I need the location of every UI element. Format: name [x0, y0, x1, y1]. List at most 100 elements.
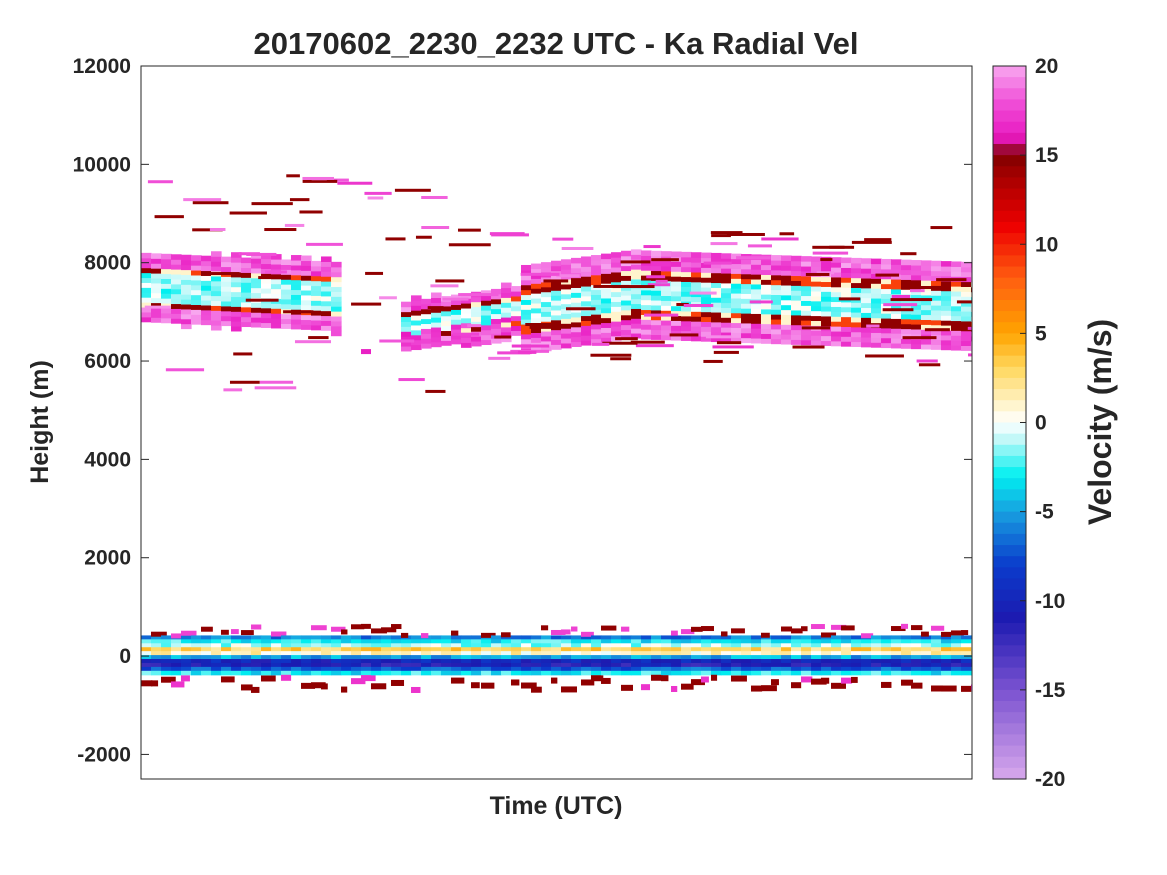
velocity-cell	[161, 293, 172, 299]
velocity-cell	[701, 296, 712, 303]
velocity-cell	[551, 329, 562, 336]
velocity-cell	[141, 287, 152, 293]
velocity-cell	[721, 336, 732, 343]
velocity-cell	[661, 651, 672, 656]
velocity-cell	[581, 659, 592, 664]
velocity-cell	[921, 265, 932, 271]
velocity-cell	[641, 635, 652, 640]
velocity-cell	[361, 623, 371, 629]
velocity-cell	[651, 647, 662, 652]
velocity-cell	[451, 655, 462, 660]
velocity-cell	[241, 277, 252, 283]
velocity-cell	[441, 666, 452, 672]
velocity-cell	[301, 304, 312, 311]
velocity-cell	[271, 308, 282, 314]
velocity-cell	[931, 304, 942, 311]
velocity-cell	[291, 299, 302, 305]
velocity-cell	[911, 274, 922, 281]
velocity-cell	[411, 670, 422, 676]
velocity-cell	[531, 278, 542, 284]
velocity-cell	[301, 666, 312, 672]
velocity-cell	[281, 284, 292, 290]
velocity-cell	[941, 659, 952, 664]
velocity-cell	[931, 685, 943, 692]
colorbar-bin	[993, 545, 1026, 557]
velocity-cell	[951, 261, 962, 267]
velocity-cell	[771, 269, 782, 276]
velocity-cell	[151, 643, 162, 648]
velocity-cell	[941, 662, 952, 668]
velocity-cell	[141, 635, 152, 640]
velocity-cell	[631, 254, 642, 260]
velocity-cell	[161, 317, 172, 324]
velocity-cell	[401, 647, 412, 652]
velocity-cell	[771, 299, 782, 305]
velocity-cell	[271, 655, 282, 660]
velocity-cell	[791, 635, 802, 640]
velocity-cell	[811, 340, 822, 346]
velocity-cell	[261, 675, 276, 682]
velocity-cell	[451, 639, 462, 644]
velocity-cell	[331, 311, 342, 317]
velocity-cell	[901, 655, 912, 660]
velocity-cell	[651, 270, 662, 276]
velocity-cell	[821, 281, 832, 287]
velocity-cell	[961, 345, 972, 351]
velocity-cell	[611, 286, 622, 293]
velocity-cell	[431, 666, 442, 672]
colorbar-bin	[993, 166, 1026, 179]
velocity-cell	[691, 643, 702, 648]
velocity-cell	[936, 278, 967, 282]
velocity-cell	[591, 662, 602, 668]
velocity-cell	[951, 655, 962, 660]
velocity-cell	[701, 262, 712, 268]
velocity-cell	[701, 267, 712, 273]
velocity-cell	[291, 323, 302, 330]
velocity-cell	[181, 269, 192, 276]
velocity-cell	[961, 662, 972, 668]
velocity-cell	[971, 340, 972, 347]
velocity-cell	[961, 647, 972, 652]
velocity-cell	[511, 651, 522, 656]
velocity-cell	[421, 303, 432, 310]
velocity-cell	[141, 262, 152, 269]
velocity-cell	[711, 307, 722, 313]
velocity-cell	[631, 670, 642, 676]
velocity-cell	[291, 259, 302, 266]
velocity-cell	[701, 639, 712, 644]
velocity-cell	[251, 659, 262, 664]
velocity-cell	[421, 338, 432, 344]
velocity-cell	[941, 325, 952, 331]
velocity-cell	[241, 666, 252, 672]
velocity-cell	[671, 251, 682, 258]
velocity-cell	[211, 305, 222, 311]
velocity-cell	[501, 321, 512, 328]
velocity-cell	[831, 291, 842, 298]
velocity-cell	[831, 326, 842, 332]
velocity-cell	[221, 662, 232, 668]
velocity-cell	[481, 670, 492, 676]
velocity-cell	[291, 318, 302, 325]
velocity-cell	[331, 659, 342, 664]
velocity-cell	[781, 659, 792, 664]
velocity-cell	[161, 268, 172, 275]
velocity-cell	[291, 662, 302, 668]
velocity-cell	[181, 294, 192, 300]
velocity-cell	[601, 288, 612, 294]
velocity-cell	[154, 215, 184, 219]
velocity-cell	[631, 273, 642, 280]
velocity-cell	[791, 339, 802, 345]
velocity-cell	[261, 283, 272, 289]
velocity-cell	[321, 670, 332, 676]
velocity-cell	[467, 324, 482, 328]
velocity-cell	[281, 670, 292, 676]
velocity-cell	[831, 643, 842, 648]
velocity-cell	[791, 309, 802, 316]
velocity-cell	[531, 283, 542, 289]
velocity-cell	[211, 635, 222, 640]
velocity-cell	[231, 651, 242, 656]
velocity-cell	[289, 198, 310, 202]
velocity-cell	[891, 323, 902, 329]
velocity-cell	[911, 635, 922, 640]
velocity-cell	[801, 315, 812, 321]
